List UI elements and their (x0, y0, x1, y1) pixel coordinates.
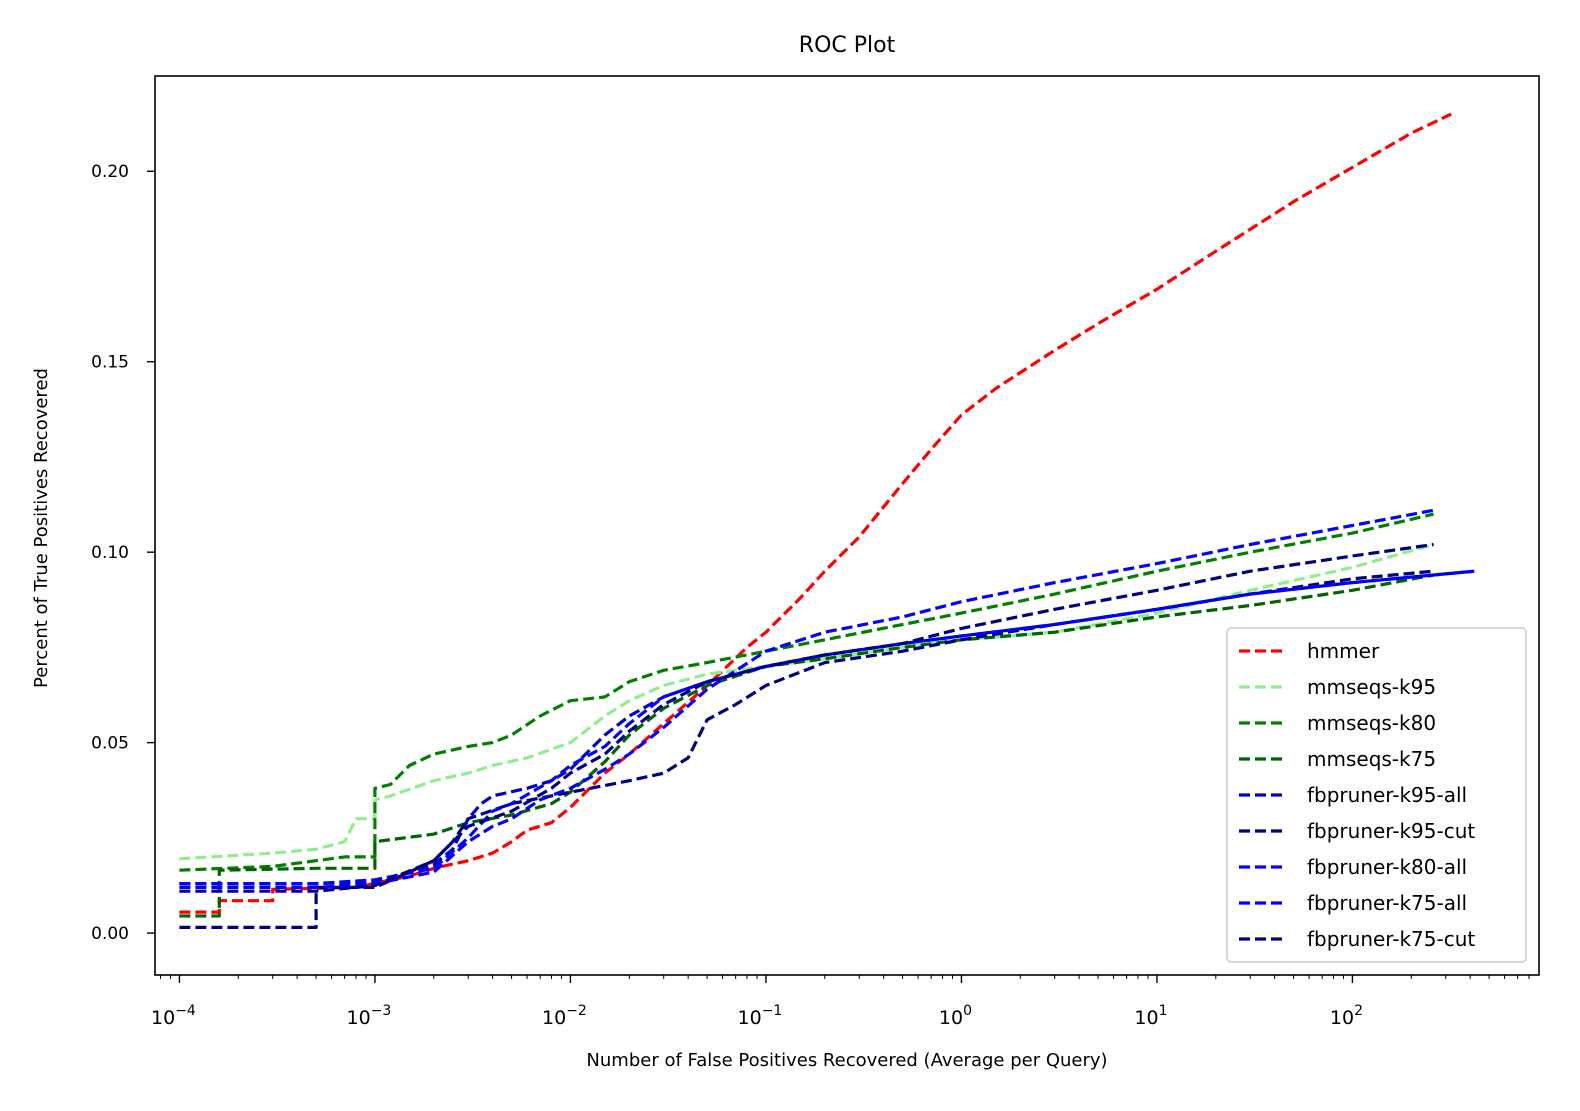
x-axis-label: Number of False Positives Recovered (Ave… (586, 1050, 1107, 1071)
y-axis-label: Percent of True Positives Recovered (31, 368, 52, 688)
x-tick-label: 100 (939, 1003, 972, 1029)
chart-title: ROC Plot (799, 33, 896, 58)
x-tick-label: 10−2 (542, 1003, 587, 1029)
plot-frame (154, 75, 1540, 976)
y-tick-label: 0.05 (91, 734, 129, 754)
y-tick-label: 0.10 (91, 543, 129, 563)
series-line-fbpruner-k80-all (179, 508, 1434, 889)
x-tick-label: 102 (1330, 1003, 1363, 1029)
legend-label: mmseqs-k75 (1307, 747, 1436, 771)
series-line-mmseqs-k80 (179, 512, 1434, 872)
legend-label: fbpruner-k75-all (1307, 891, 1467, 915)
x-tick-label: 10−3 (347, 1003, 392, 1029)
x-tick-label: 101 (1134, 1003, 1167, 1029)
series-line-mmseqs-k95 (179, 542, 1435, 861)
x-tick-label: 10−1 (738, 1003, 783, 1029)
legend-label: fbpruner-k95-cut (1307, 819, 1475, 843)
legend-label: hmmer (1307, 639, 1380, 663)
series-line-fbpruner-k75-cut (179, 542, 1434, 893)
legend: hmmer mmseqs-k95 mmseqs-k80 mmseqs-k75 fbpru… (1226, 627, 1527, 963)
legend-label: mmseqs-k95 (1307, 675, 1436, 699)
y-tick-label: 0.20 (91, 162, 129, 182)
legend-label: mmseqs-k80 (1307, 711, 1436, 735)
y-tick-label: 0.15 (91, 353, 129, 373)
x-tick-label: 10−4 (151, 1003, 196, 1029)
x-axis: 10−4 10−3 10−2 10−1 100 101 102 (151, 975, 1530, 1029)
series-layer (179, 112, 1475, 929)
legend-label: fbpruner-k95-all (1307, 783, 1467, 807)
legend-label: fbpruner-k80-all (1307, 855, 1467, 879)
series-line-fbpruner-k75-all (179, 569, 1475, 886)
legend-box (1226, 627, 1527, 963)
legend-label: fbpruner-k75-cut (1307, 927, 1475, 951)
y-axis: 0.00 0.05 0.10 0.15 0.20 (91, 162, 155, 944)
series-line-mmseqs-k75 (179, 573, 1434, 918)
y-tick-label: 0.00 (91, 924, 129, 944)
